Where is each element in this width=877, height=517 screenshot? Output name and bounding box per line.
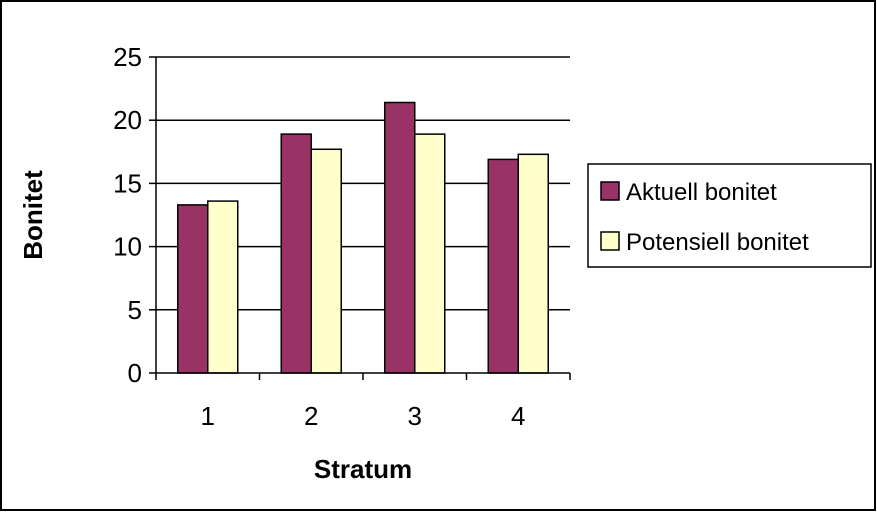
bar-potensiell-4 [517,153,549,374]
y-tick-label: 5 [128,295,142,325]
x-tick-label: 2 [304,401,318,431]
bar-aktuell-3 [384,101,416,374]
legend-swatch [600,181,620,201]
x-tick-label: 4 [511,401,525,431]
legend-label: Potensiell bonitet [626,229,809,256]
axes [149,56,571,380]
y-tick-label: 20 [113,105,142,135]
bar-aktuell-2 [280,133,312,374]
bars [177,101,549,374]
x-tick-label: 1 [201,401,215,431]
bar-aktuell-4 [487,158,519,374]
y-tick-label: 10 [113,232,142,262]
bar-potensiell-2 [310,148,342,374]
x-tick-label: 3 [408,401,422,431]
y-tick-label: 15 [113,168,142,198]
y-tick-label: 0 [128,358,142,388]
bar-potensiell-1 [207,200,239,374]
bar-aktuell-1 [177,204,209,374]
tick-labels: 0 5 10 15 20 25 1 2 3 4 [113,42,525,431]
y-tick-label: 25 [113,42,142,72]
bar-potensiell-3 [414,133,446,374]
legend-label: Aktuell bonitet [626,179,777,206]
y-axis-title: Bonitet [18,170,48,260]
legend: Aktuell bonitet Potensiell bonitet [587,163,872,268]
x-axis-title: Stratum [314,454,412,484]
legend-box [587,163,872,268]
legend-swatch [600,231,620,251]
